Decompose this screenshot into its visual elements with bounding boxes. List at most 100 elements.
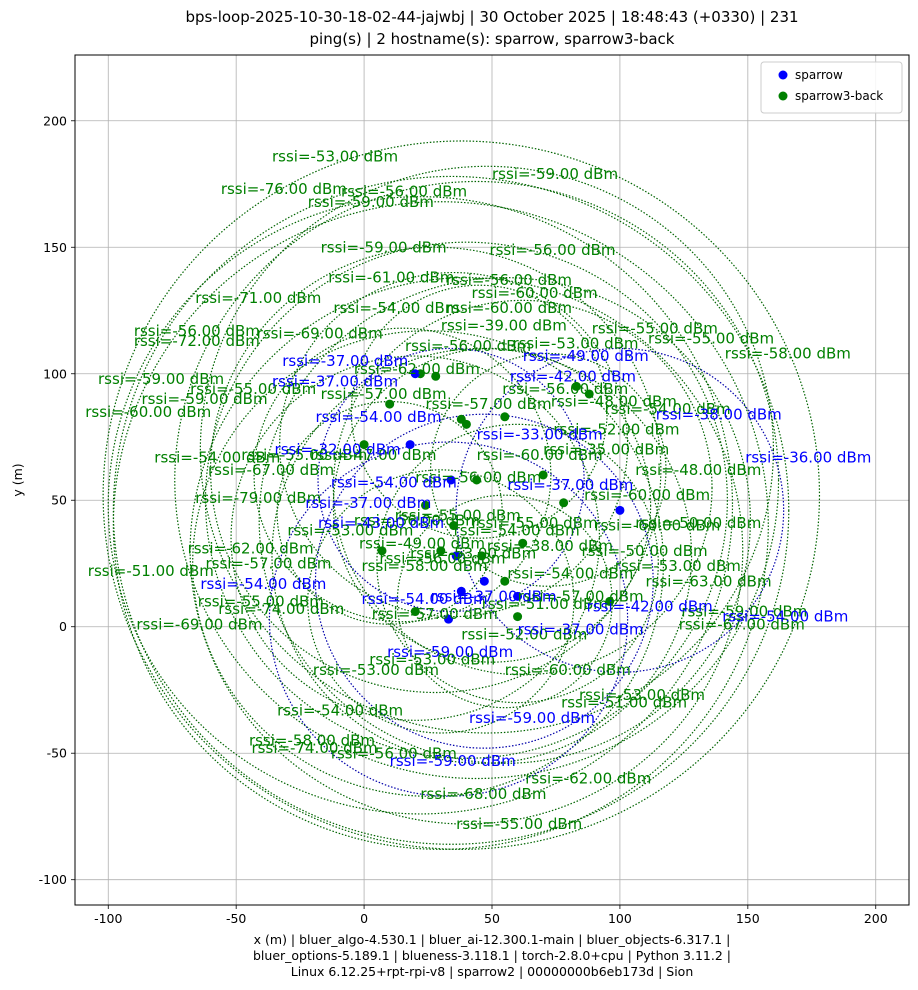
rssi-label-sparrow3-back: rssi=-51.00 dBm	[482, 595, 608, 613]
node-points	[359, 369, 625, 624]
point-sparrow	[444, 614, 454, 624]
y-tick-label: -100	[39, 872, 67, 887]
range-circle-sparrow	[317, 347, 585, 613]
rssi-label-sparrow3-back: rssi=-59.00 dBm	[321, 238, 447, 256]
rssi-label-sparrow3-back: rssi=-56.00 dBm	[379, 549, 505, 567]
rssi-label-sparrow3-back: rssi=-57.00 dBm	[205, 555, 331, 573]
rssi-label-sparrow3-back: rssi=-56.00 dBm	[489, 241, 615, 259]
rssi-label-sparrow3-back: rssi=-76.00 dBm	[221, 180, 347, 198]
rssi-label-sparrow3-back: rssi=-57.00 dBm	[372, 605, 498, 623]
point-sparrow3-back	[359, 440, 369, 450]
range-circle-sparrow3-back	[192, 330, 665, 797]
range-circle-sparrow3-back	[107, 196, 734, 815]
range-circle-sparrow3-back	[430, 352, 667, 587]
x-tick-label: -100	[94, 911, 122, 926]
rssi-label-sparrow3-back: rssi=-62.00 dBm	[188, 539, 314, 557]
y-tick-label: 150	[43, 240, 67, 255]
point-sparrow3-back	[436, 546, 446, 556]
range-circle-sparrow3-back	[279, 271, 629, 618]
point-sparrow3-back	[500, 412, 510, 422]
y-tick-label: 100	[43, 366, 67, 381]
point-sparrow3-back	[538, 470, 548, 480]
rssi-label-sparrow3-back: rssi=-56.00 dBm	[502, 380, 628, 398]
legend-label-sparrow: sparrow	[795, 68, 843, 82]
rssi-label-sparrow3-back: rssi=-62.00 dBm	[354, 360, 480, 378]
rssi-label-sparrow3-back: rssi=-52.00 dBm	[461, 625, 587, 643]
chart-title-line-2: ping(s) | 2 hostname(s): sparrow, sparro…	[310, 30, 675, 48]
rssi-label-sparrow3-back: rssi=-55.00 dBm	[456, 815, 582, 833]
rssi-label-sparrow: rssi=-49.00 dBm	[523, 347, 649, 365]
legend: sparrow sparrow3-back	[760, 61, 903, 114]
rssi-label-sparrow3-back: rssi=-56.00 dBm	[405, 337, 531, 355]
rssi-label-sparrow3-back: rssi=-57.00 dBm	[425, 395, 551, 413]
rssi-label-sparrow3-back: rssi=-59.00 dBm	[98, 370, 224, 388]
point-sparrow	[451, 551, 461, 561]
rssi-label-sparrow: rssi=-33.00 dBm	[477, 426, 603, 444]
chart-title-line-1: bps-loop-2025-10-30-18-02-44-jajwbj | 30…	[185, 8, 798, 26]
rssi-label-sparrow3-back: rssi=-50.00 dBm	[635, 514, 761, 532]
rssi-label-sparrow3-back: rssi=-53.00 dBm	[313, 661, 439, 679]
rssi-label-sparrow3-back: rssi=-54.00 dBm	[154, 448, 280, 466]
rssi-label-sparrow: rssi=-37.00 dBm	[272, 372, 398, 390]
point-sparrow3-back	[477, 551, 487, 561]
point-sparrow3-back	[559, 498, 569, 508]
rssi-label-sparrow3-back: rssi=-60.00 dBm	[505, 661, 631, 679]
rssi-label-sparrow3-back: rssi=-53.00 dBm	[369, 651, 495, 669]
y-tick-label: -50	[47, 746, 67, 761]
rssi-label-sparrow3-back: rssi=-48.00 dBm	[551, 393, 677, 411]
range-circle-sparrow3-back	[376, 423, 659, 704]
rssi-label-sparrow3-back: rssi=-49.00 dBm	[359, 534, 485, 552]
rssi-label-sparrow3-back: rssi=-58.00 dBm	[362, 557, 488, 575]
rssi-label-sparrow: rssi=-54.00 dBm	[315, 408, 441, 426]
rssi-label-sparrow3-back: rssi=-67.00 dBm	[208, 461, 334, 479]
rssi-label-sparrow3-back: rssi=-59.00 dBm	[142, 390, 268, 408]
point-sparrow3-back	[461, 419, 471, 429]
rssi-label-sparrow3-back: rssi=-50.00 dBm	[582, 542, 708, 560]
rssi-label-sparrow3-back: rssi=-52.00 dBm	[553, 420, 679, 438]
rssi-label-sparrow3-back: rssi=-60.00 dBm	[584, 486, 710, 504]
rssi-label-sparrow3-back: rssi=-67.00 dBm	[679, 615, 805, 633]
rssi-label-sparrow3-back: rssi=-74.00 dBm	[252, 739, 378, 757]
x-axis-ticks: -100 -50 0 50 100 150 200	[94, 905, 888, 926]
range-circle-sparrow3-back	[174, 180, 780, 780]
legend-marker-sparrow3-back	[778, 91, 788, 101]
rssi-label-sparrow3-back: rssi=-35.00 dBm	[543, 441, 669, 459]
rssi-label-sparrow3-back: rssi=-48.00 dBm	[635, 461, 761, 479]
rssi-label-sparrow3-back: rssi=-56.00 dBm	[415, 469, 541, 487]
range-circle-sparrow3-back	[199, 165, 775, 734]
rssi-label-sparrow3-back: rssi=-60.00 dBm	[446, 299, 572, 317]
rssi-label-sparrow3-back: rssi=-53.00 dBm	[272, 147, 398, 165]
rssi-label-sparrow3-back: rssi=-51.00 dBm	[561, 694, 687, 712]
range-circle-sparrow3-back	[258, 277, 751, 764]
rssi-label-sparrow: rssi=-54.00 dBm	[362, 590, 488, 608]
rssi-label-sparrow3-back: rssi=-61.00 dBm	[328, 269, 454, 287]
rssi-label-sparrow: rssi=-37.00 dBm	[282, 352, 408, 370]
range-circle-sparrow3-back	[332, 299, 713, 676]
rssi-label-sparrow: rssi=-54.00 dBm	[722, 608, 848, 626]
rssi-label-sparrow3-back: rssi=-54.00 dBm	[605, 400, 731, 418]
rssi-label-sparrow: rssi=-37.00 dBm	[305, 494, 431, 512]
rssi-label-sparrow3-back: rssi=-56.00 dBm	[341, 183, 467, 201]
rssi-label-sparrow3-back: rssi=-54.00 dBm	[507, 565, 633, 583]
rssi-label-sparrow: rssi=-54.00 dBm	[331, 474, 457, 492]
range-circle-sparrow	[268, 441, 629, 797]
range-circle-sparrow3-back	[102, 140, 821, 850]
range-circle-sparrow	[314, 413, 654, 749]
rssi-label-sparrow3-back: rssi=-53.00 dBm	[512, 334, 638, 352]
point-sparrow3-back	[584, 389, 594, 399]
range-circle-sparrow3-back	[276, 400, 503, 625]
rssi-label-sparrow3-back: rssi=-57.00 dBm	[518, 587, 644, 605]
rssi-label-sparrow3-back: rssi=-71.00 dBm	[195, 289, 321, 307]
y-tick-label: 50	[51, 493, 67, 508]
rssi-label-sparrow3-back: rssi=-53.00 dBm	[579, 686, 705, 704]
rssi-label-sparrow3-back: rssi=-53.00 dBm	[615, 557, 741, 575]
rssi-label-sparrow: rssi=-37.00 dBm	[518, 620, 644, 638]
y-axis-label: y (m)	[10, 463, 25, 496]
rssi-label-sparrow3-back: rssi=-59.00 dBm	[681, 603, 807, 621]
x-tick-label: -50	[226, 911, 246, 926]
rssi-label-sparrow3-back: rssi=-55.00 dBm	[395, 506, 521, 524]
point-sparrow3-back	[500, 576, 510, 586]
rssi-label-sparrow3-back: rssi=-54.00 dBm	[454, 522, 580, 540]
rssi-label-sparrow: rssi=-59.00 dBm	[387, 643, 513, 661]
point-sparrow3-back	[431, 371, 441, 381]
